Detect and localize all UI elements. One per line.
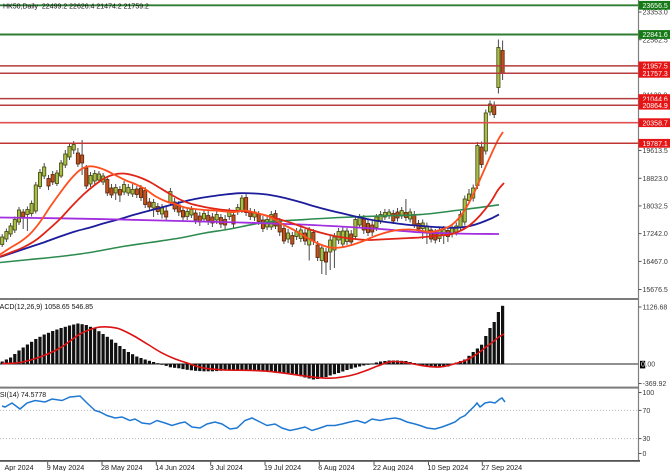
svg-text:100: 100	[643, 390, 655, 397]
svg-text:28 May 2024: 28 May 2024	[101, 463, 143, 471]
svg-text:27 Sep 2024: 27 Sep 2024	[481, 463, 522, 471]
svg-text:MACD(12,26,9) 1058.65 546.85: MACD(12,26,9) 1058.65 546.85	[0, 304, 93, 311]
svg-text:1126.68: 1126.68	[643, 305, 668, 312]
svg-text:17242.0: 17242.0	[643, 231, 668, 238]
svg-text:HK50,Daily 22499.2 22626.4 21: HK50,Daily 22499.2 22626.4 21474.2 21759…	[3, 4, 149, 11]
svg-text:20358.7: 20358.7	[643, 120, 668, 127]
svg-text:Apr 2024: Apr 2024	[5, 463, 34, 471]
svg-text:30: 30	[643, 436, 651, 443]
svg-text:23353.0: 23353.0	[643, 10, 668, 17]
svg-text:10 Sep 2024: 10 Sep 2024	[428, 463, 469, 471]
svg-text:70: 70	[643, 408, 651, 415]
svg-text:21757.3: 21757.3	[643, 71, 668, 78]
svg-text:22 Aug 2024: 22 Aug 2024	[373, 463, 413, 471]
svg-text:9 May 2024: 9 May 2024	[47, 463, 85, 471]
svg-text:.00: .00	[645, 362, 655, 369]
svg-text:15676.5: 15676.5	[643, 287, 668, 294]
svg-text:19787.1: 19787.1	[643, 141, 668, 148]
svg-text:19613.5: 19613.5	[643, 148, 668, 155]
svg-text:22841.6: 22841.6	[643, 32, 668, 39]
svg-text:6 Aug 2024: 6 Aug 2024	[318, 463, 354, 471]
svg-text:16467.0: 16467.0	[643, 259, 668, 266]
svg-text:0: 0	[643, 451, 647, 458]
svg-text:-369.92: -369.92	[643, 381, 667, 388]
svg-text:18823.0: 18823.0	[643, 176, 668, 183]
svg-text:19 Jul 2024: 19 Jul 2024	[264, 463, 301, 471]
svg-text:RSI(14) 74.5778: RSI(14) 74.5778	[0, 392, 46, 399]
svg-text:20864.9: 20864.9	[643, 103, 668, 110]
svg-text:3 Jul 2024: 3 Jul 2024	[210, 463, 243, 471]
svg-text:14 Jun 2024: 14 Jun 2024	[155, 463, 195, 471]
svg-text:0: 0	[641, 362, 645, 369]
svg-text:18032.5: 18032.5	[643, 204, 668, 211]
svg-text:23656.5: 23656.5	[643, 3, 668, 10]
